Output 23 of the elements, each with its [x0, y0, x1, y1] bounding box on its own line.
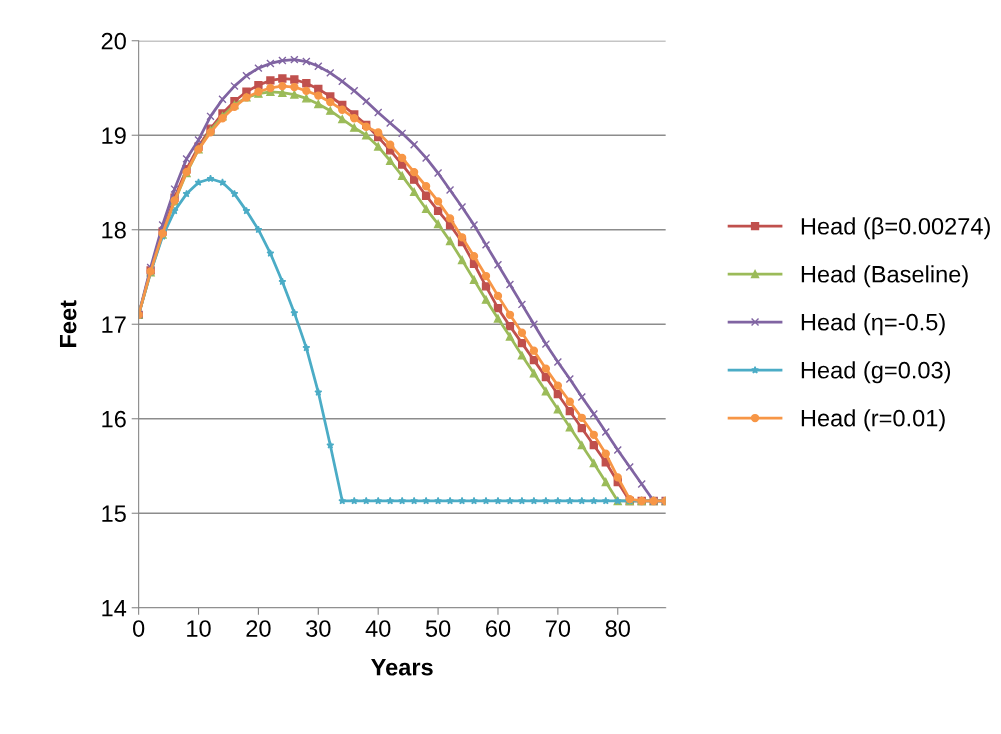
- legend-label: Head (η=-0.5): [801, 313, 945, 336]
- x-tick-label: 80: [605, 620, 630, 637]
- x-tick-label: 10: [187, 620, 211, 637]
- x-tick-label: 40: [365, 620, 391, 637]
- y-tick-label: 14: [102, 600, 127, 617]
- legend-label: Head (Baseline): [801, 265, 968, 288]
- y-tick-label: 17: [102, 316, 126, 333]
- y-axis-title: Feet: [59, 300, 77, 347]
- legend-label: Head (g=0.03): [801, 361, 951, 384]
- y-tick-label: 16: [102, 410, 126, 428]
- x-axis-title: Years: [371, 659, 433, 676]
- legend-label: Head (β=0.00274): [801, 217, 990, 240]
- x-tick-label: 0: [133, 620, 145, 637]
- x-tick-label: 60: [486, 620, 511, 637]
- x-tick-label: 20: [246, 620, 271, 637]
- y-tick-label: 19: [102, 127, 126, 145]
- legend-label: Head (r=0.01): [801, 409, 945, 432]
- x-tick-label: 50: [425, 620, 451, 637]
- y-tick-label: 20: [101, 32, 126, 50]
- y-tick-label: 18: [102, 221, 126, 239]
- x-tick-label: 70: [545, 620, 571, 637]
- y-tick-label: 15: [102, 505, 126, 523]
- x-tick-label: 30: [306, 620, 331, 637]
